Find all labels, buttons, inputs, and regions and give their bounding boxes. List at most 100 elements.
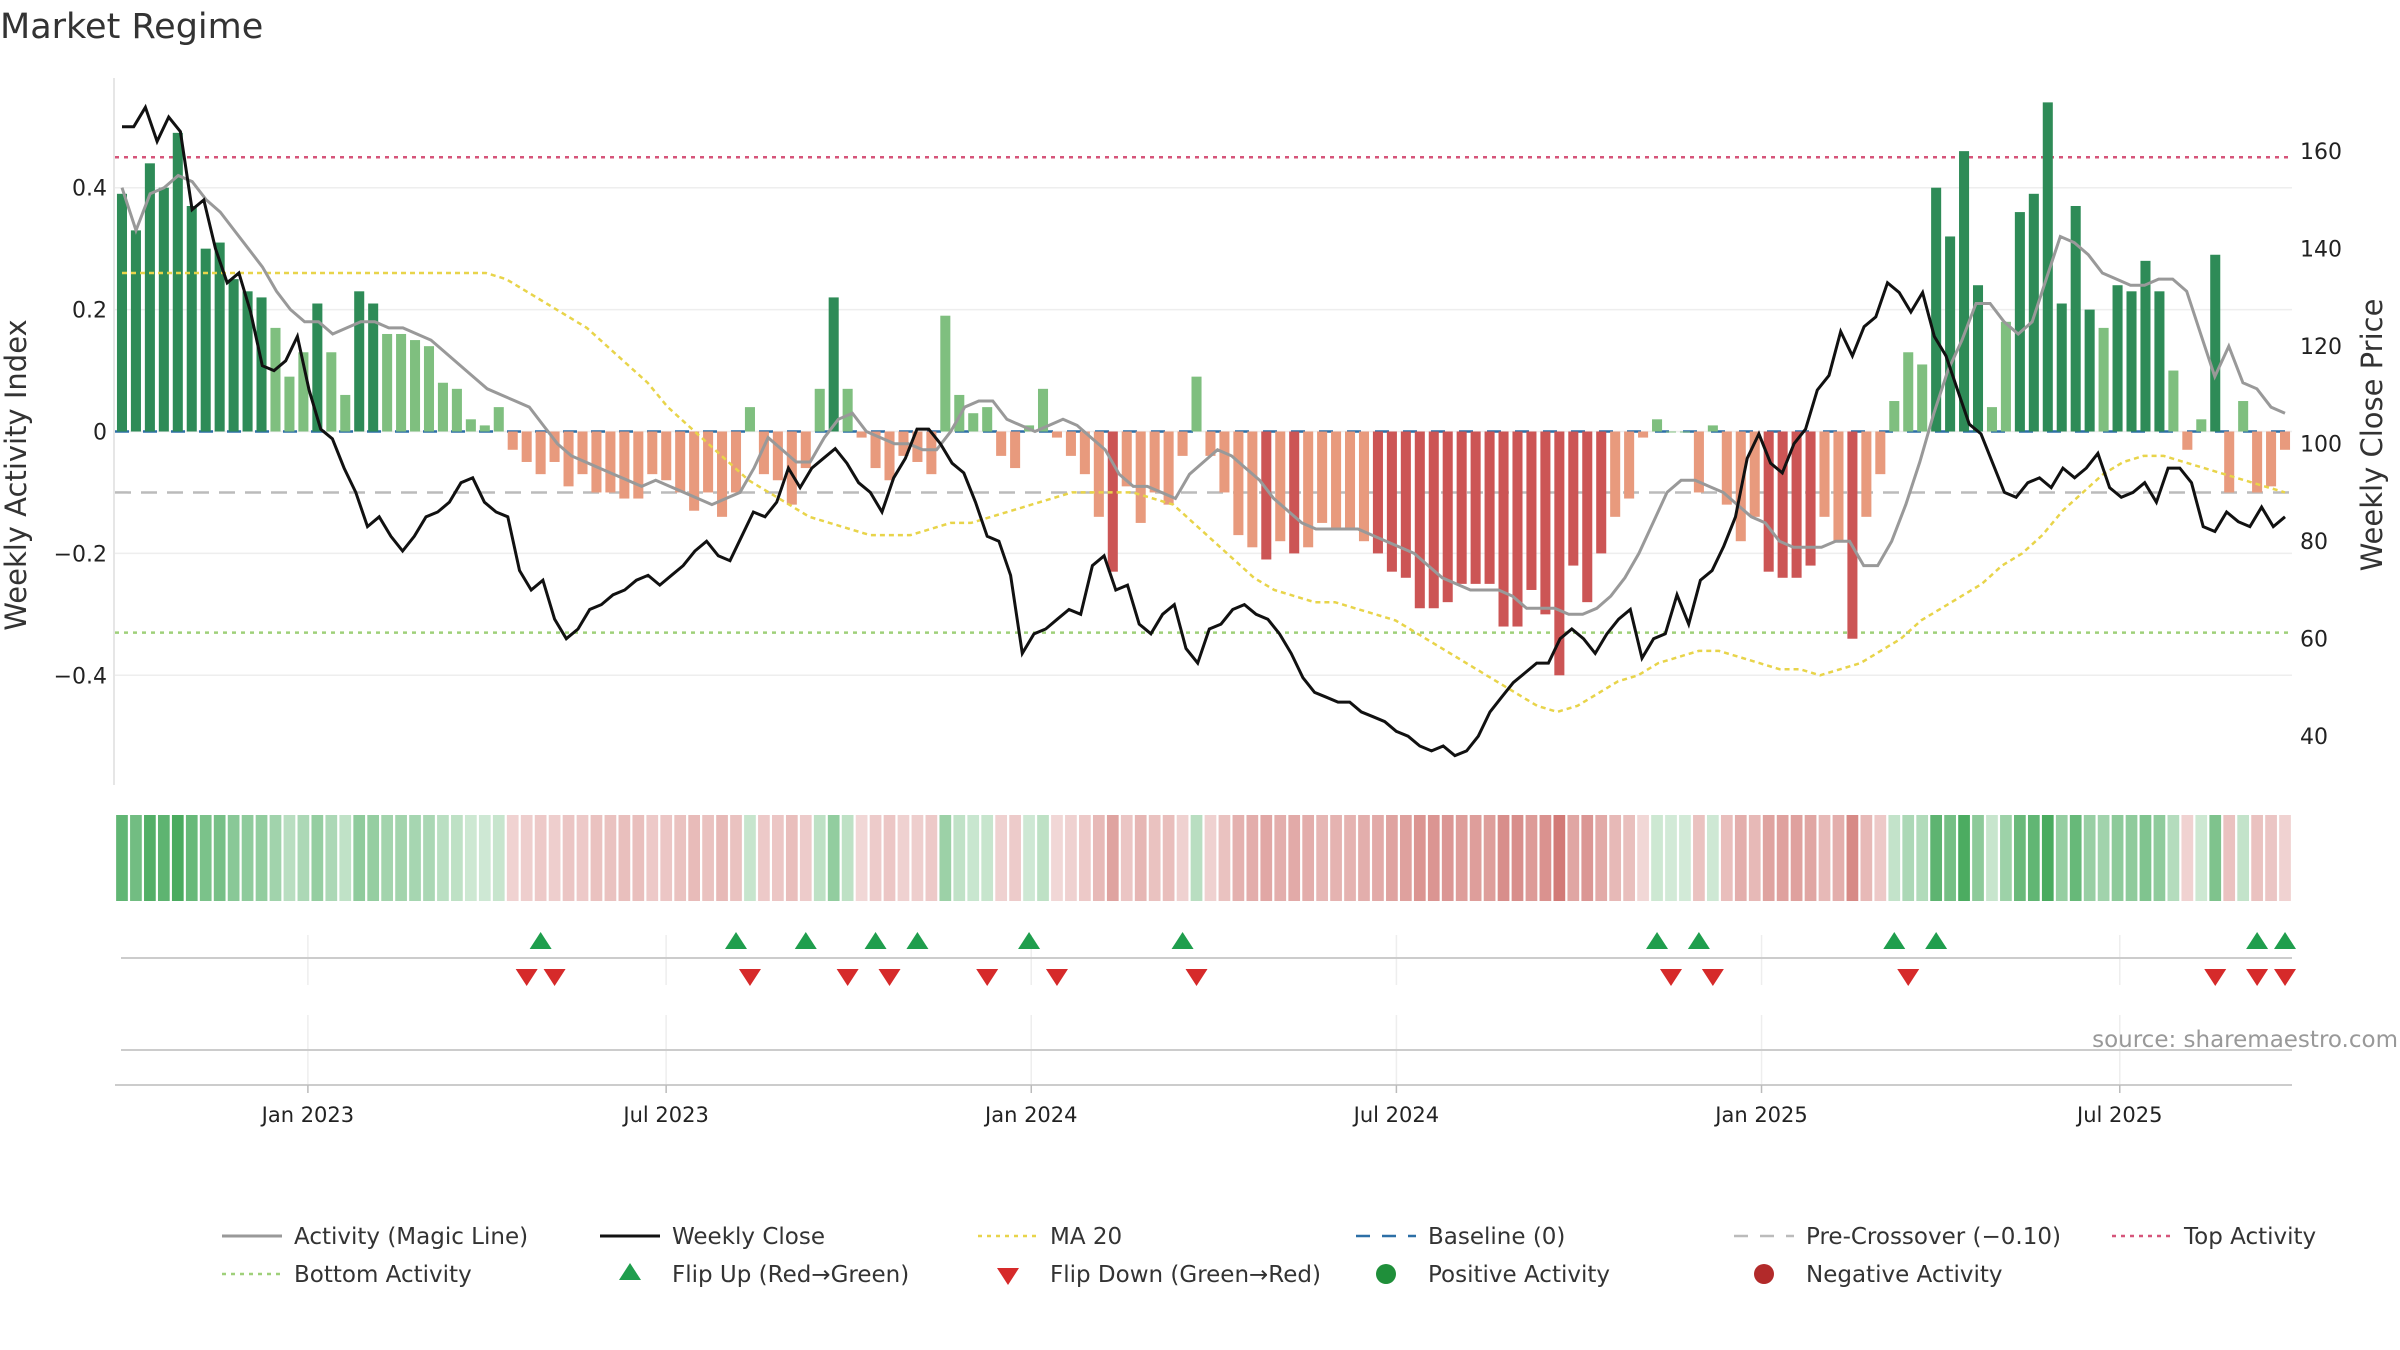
heat-cell <box>799 815 812 901</box>
heat-cell <box>883 815 896 901</box>
activity-bar <box>1554 431 1565 676</box>
activity-bar <box>800 431 811 469</box>
heat-cell <box>1860 815 1873 901</box>
heat-cell <box>2223 815 2236 901</box>
flip-up-marker <box>1018 932 1041 949</box>
activity-bar <box>2196 419 2207 432</box>
activity-bar <box>1498 431 1509 627</box>
activity-bar <box>1400 431 1411 578</box>
activity-bar <box>2224 431 2235 493</box>
activity-bar <box>870 431 881 469</box>
activity-bar <box>396 333 407 432</box>
activity-bar <box>577 431 588 475</box>
heat-cell <box>1455 815 1468 901</box>
activity-bar <box>633 431 644 499</box>
weekly-close-line <box>122 103 2286 758</box>
activity-bar <box>1512 431 1523 627</box>
activity-bar <box>1191 376 1202 432</box>
activity-bar <box>186 205 197 432</box>
heat-cell <box>1260 815 1273 901</box>
heat-cell <box>1720 815 1733 901</box>
series-lines <box>120 103 2286 758</box>
activity-bar <box>1763 431 1774 572</box>
activity-bar <box>507 431 518 450</box>
heat-cell <box>1693 815 1705 901</box>
heat-cell <box>1483 815 1496 901</box>
activity-bar <box>1596 431 1607 554</box>
legend-label: Pre-Crossover (−0.10) <box>1806 1224 2061 1250</box>
chart-title: Market Regime <box>0 7 263 47</box>
heat-cell <box>1846 815 1859 901</box>
heat-cell <box>1902 815 1915 901</box>
heat-cell <box>1888 815 1901 901</box>
gridlines <box>113 78 2292 785</box>
legend-label: MA 20 <box>1050 1224 1122 1250</box>
heat-cell <box>1651 815 1663 901</box>
activity-bar <box>605 431 616 493</box>
activity-bar <box>1819 431 1830 517</box>
heat-cell <box>2209 815 2222 901</box>
legend-label: Flip Down (Green→Red) <box>1050 1262 1321 1288</box>
legend-swatch <box>997 1268 1019 1285</box>
activity-bar <box>1972 285 1984 432</box>
activity-bar <box>1470 431 1481 584</box>
activity-bar <box>703 431 714 493</box>
flip-down-marker <box>543 969 566 986</box>
heat-cell <box>506 815 519 901</box>
heat-cell <box>478 815 491 901</box>
activity-bar <box>1372 431 1383 554</box>
x-axis-ticks: Jan 2023 Jul 2023 Jan 2024 Jul 2024 Jan 2025… <box>260 1085 2163 1127</box>
heat-cell <box>1832 815 1845 901</box>
heat-cell <box>339 815 352 901</box>
heat-cell <box>562 815 575 901</box>
heat-cell <box>283 815 296 901</box>
heat-cell <box>213 815 226 901</box>
flip-down-marker <box>2274 969 2297 986</box>
heat-cell <box>702 815 714 901</box>
heat-cell <box>1399 815 1412 901</box>
heat-cell <box>1525 815 1538 901</box>
activity-bar <box>228 279 239 432</box>
activity-bar <box>326 352 337 432</box>
activity-bar <box>1665 431 1677 433</box>
activity-bar <box>1317 431 1328 523</box>
activity-bar <box>1931 187 1942 432</box>
activity-bar <box>1135 431 1146 523</box>
flip-down-marker <box>1897 969 1920 986</box>
activity-bar <box>926 431 937 475</box>
heat-cell <box>1316 815 1328 901</box>
activity-bar <box>1861 431 1872 517</box>
activity-bar <box>242 291 253 432</box>
heat-cell <box>1246 815 1259 901</box>
flip-up-marker <box>1171 932 1194 949</box>
heat-cell <box>367 815 380 901</box>
y-left-tick-label: 0.2 <box>72 299 107 324</box>
y-left-tick-label: 0 <box>93 421 107 446</box>
magic-line <box>120 173 2286 616</box>
activity-bar <box>1777 431 1788 578</box>
heat-cell <box>1944 815 1956 901</box>
activity-bar <box>2126 291 2137 432</box>
flip-up-marker <box>1646 932 1669 949</box>
y-right-tick-label: 80 <box>2300 530 2328 555</box>
activity-bar <box>423 346 435 432</box>
heat-cell <box>2041 815 2054 901</box>
y-left-axis-label: Weekly Activity Index <box>0 319 33 630</box>
legend-item: MA 20 <box>978 1224 1122 1250</box>
heat-cell <box>1162 815 1175 901</box>
heat-cell <box>2153 815 2166 901</box>
flip-down-marker <box>2246 969 2269 986</box>
y-left-tick-label: −0.2 <box>54 542 107 567</box>
activity-bar <box>1945 236 1956 432</box>
heat-cell <box>1790 815 1803 901</box>
activity-bar <box>535 431 546 475</box>
heat-cell <box>1232 815 1245 901</box>
heat-cell <box>423 815 435 901</box>
legend-item: Weekly Close <box>600 1224 825 1250</box>
y-right-axis-label: Weekly Close Price <box>2355 299 2389 572</box>
heat-cell <box>1623 815 1635 901</box>
activity-bar <box>1414 431 1425 609</box>
activity-bar <box>1986 407 1997 432</box>
heat-cell <box>1079 815 1091 901</box>
activity-bar <box>2168 370 2179 432</box>
